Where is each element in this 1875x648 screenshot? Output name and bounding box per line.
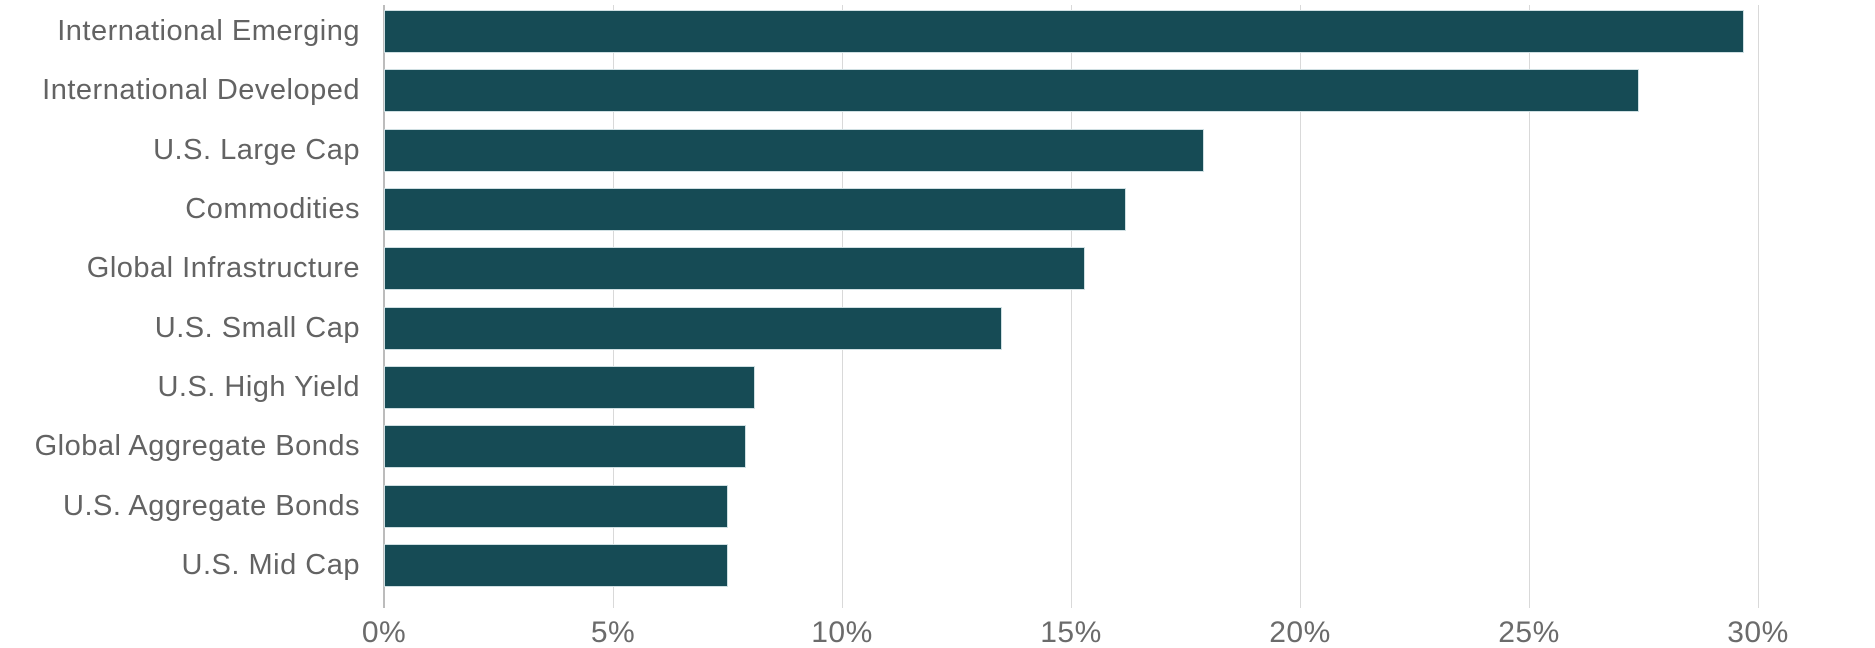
category-label: U.S. High Yield xyxy=(157,371,360,404)
category-label: U.S. Mid Cap xyxy=(181,549,360,582)
x-tick-label: 25% xyxy=(1498,616,1560,648)
x-tick-label: 15% xyxy=(1040,616,1102,648)
bar xyxy=(384,188,1126,232)
category-label: Commodities xyxy=(185,193,360,226)
y-axis-line xyxy=(383,5,385,608)
bar xyxy=(384,366,755,410)
bar xyxy=(384,544,728,588)
category-label: International Emerging xyxy=(57,15,360,47)
x-tick-label: 5% xyxy=(590,616,636,648)
x-tick-label: 10% xyxy=(811,616,873,648)
gridline-15% xyxy=(1071,5,1072,608)
gridline-20% xyxy=(1300,5,1301,608)
bar xyxy=(384,10,1745,53)
gridline-10% xyxy=(842,5,843,608)
bar xyxy=(384,306,1003,350)
category-label: U.S. Aggregate Bonds xyxy=(63,489,360,522)
category-label: Global Infrastructure xyxy=(86,252,360,285)
category-label: Global Aggregate Bonds xyxy=(34,430,360,463)
bar xyxy=(384,484,728,528)
bar xyxy=(384,69,1639,113)
gridline-25% xyxy=(1529,5,1530,608)
x-tick-label: 0% xyxy=(361,616,407,648)
bar xyxy=(384,247,1085,291)
category-label: U.S. Large Cap xyxy=(153,133,360,166)
bar xyxy=(384,128,1204,172)
x-tick-label: 30% xyxy=(1727,616,1789,648)
category-label: U.S. Small Cap xyxy=(154,311,360,344)
bar xyxy=(384,425,746,469)
gridline-30% xyxy=(1758,5,1759,608)
gridline-5% xyxy=(613,5,614,608)
x-tick-label: 20% xyxy=(1269,616,1331,648)
category-label: International Developed xyxy=(42,74,360,107)
